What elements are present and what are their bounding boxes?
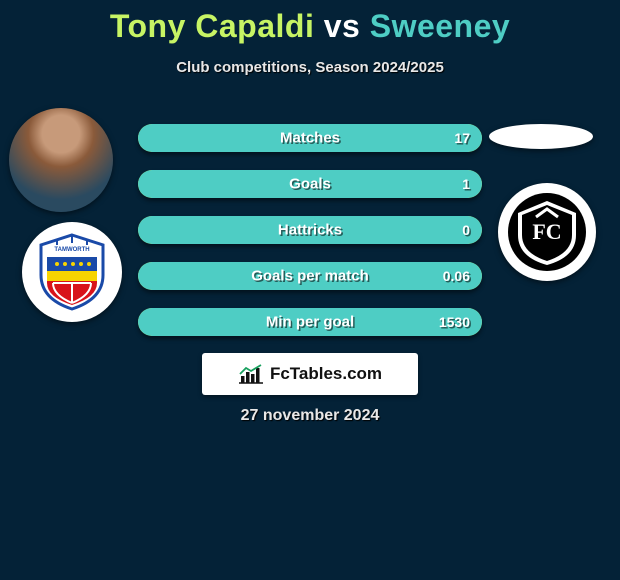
title-player1: Tony Capaldi	[110, 8, 315, 44]
stats-panel: Matches 17 Goals 1 Hattricks 0 Goals per match…	[138, 124, 482, 354]
stat-value-right: 1	[462, 176, 470, 192]
stat-row: Goals per match 0.06	[138, 262, 482, 290]
stat-row: Hattricks 0	[138, 216, 482, 244]
chart-icon	[238, 364, 264, 384]
stat-label: Min per goal	[266, 314, 354, 331]
stat-value-right: 0	[462, 222, 470, 238]
player2-avatar	[489, 124, 593, 149]
stat-label: Hattricks	[278, 222, 342, 239]
stat-label: Matches	[280, 130, 340, 147]
svg-text:TAMWORTH: TAMWORTH	[54, 247, 89, 253]
stat-value-right: 17	[454, 130, 470, 146]
player1-club-crest: TAMWORTH	[22, 222, 122, 322]
stat-value-right: 0.06	[443, 268, 470, 284]
player1-avatar	[9, 108, 113, 212]
stat-value-right: 1530	[439, 314, 470, 330]
svg-text:FC: FC	[532, 219, 561, 244]
branding-badge: FcTables.com	[202, 353, 418, 395]
player2-club-crest: FC	[498, 183, 596, 281]
subtitle: Club competitions, Season 2024/2025	[0, 59, 620, 76]
title-player2: Sweeney	[370, 8, 510, 44]
stat-row: Min per goal 1530	[138, 308, 482, 336]
page-title: Tony Capaldi vs Sweeney	[0, 0, 620, 45]
stat-row: Goals 1	[138, 170, 482, 198]
stat-label: Goals per match	[251, 268, 369, 285]
date-text: 27 november 2024	[0, 407, 620, 425]
title-vs: vs	[324, 8, 361, 44]
stat-label: Goals	[289, 176, 331, 193]
stat-row: Matches 17	[138, 124, 482, 152]
branding-text: FcTables.com	[270, 364, 382, 384]
